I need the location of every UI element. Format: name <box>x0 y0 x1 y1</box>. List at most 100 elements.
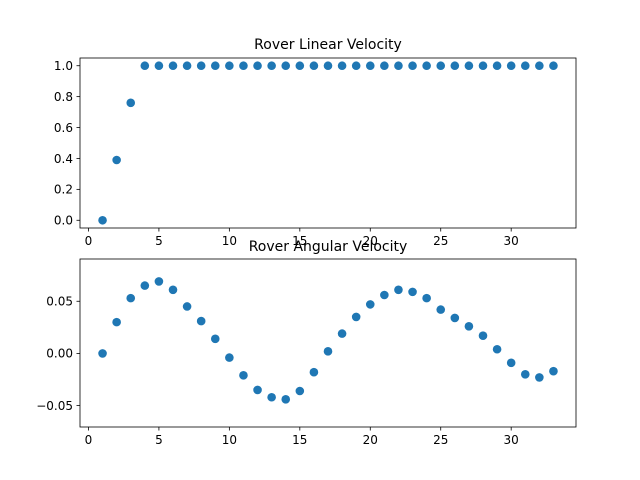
x-tick-label: 30 <box>504 433 519 447</box>
data-point <box>98 349 107 358</box>
data-point <box>182 61 192 71</box>
x-tick-label: 10 <box>222 234 237 248</box>
axes-frame <box>79 57 577 229</box>
y-tick-label: 0.0 <box>54 214 73 228</box>
subplot-linear-velocity: 0 5 10 15 20 25 30 0.0 0.2 0.4 0.6 0.8 1.0 Rover Li… <box>54 37 577 248</box>
x-tick-label: 20 <box>363 234 378 248</box>
data-point <box>140 281 150 290</box>
data-point <box>267 392 276 402</box>
data-point <box>365 61 375 71</box>
data-point <box>380 61 389 71</box>
data-point <box>422 293 431 303</box>
data-point <box>154 61 164 71</box>
data-point <box>436 61 446 71</box>
data-point <box>239 61 248 71</box>
data-point <box>394 61 403 71</box>
data-point <box>140 61 150 71</box>
data-point <box>506 358 516 368</box>
data-point <box>98 215 107 225</box>
data-point <box>492 61 502 71</box>
data-point <box>225 61 234 71</box>
x-tick-label: 5 <box>155 234 163 248</box>
data-point <box>408 61 417 71</box>
data-point <box>422 61 431 71</box>
data-point <box>478 331 488 341</box>
data-point <box>450 61 460 71</box>
data-point <box>154 277 164 286</box>
data-point <box>450 313 460 323</box>
x-tick-label: 15 <box>292 234 307 248</box>
data-points <box>98 277 558 404</box>
data-point <box>323 347 333 356</box>
plot-area <box>80 259 576 427</box>
subplot-angular-velocity: 0 5 10 15 20 25 30 −0.05 0.00 0.05 Rover Angular… <box>36 239 577 447</box>
data-point <box>394 285 403 295</box>
y-tick-label: 0.2 <box>54 183 73 197</box>
y-tick-label: 0.6 <box>54 121 73 135</box>
data-point <box>535 61 544 71</box>
chart-title: Rover Angular Velocity <box>249 239 408 255</box>
data-point <box>225 353 234 362</box>
x-tick-label: 20 <box>363 433 378 447</box>
data-point <box>351 61 361 71</box>
y-tick-label: 1.0 <box>54 59 73 73</box>
data-point <box>239 371 248 380</box>
data-point <box>182 302 192 311</box>
data-point <box>549 61 558 71</box>
data-point <box>464 322 474 331</box>
data-point <box>436 305 446 314</box>
data-point <box>549 366 558 376</box>
x-tick-label: 15 <box>292 433 307 447</box>
data-point <box>253 385 262 395</box>
data-point <box>337 329 347 338</box>
y-tick-label: 0.4 <box>54 152 73 166</box>
data-point <box>520 370 530 379</box>
data-point <box>196 61 206 71</box>
x-axis-ticks: 0 5 10 15 20 25 30 <box>85 427 519 447</box>
y-tick-label: 0.00 <box>46 347 73 361</box>
data-point <box>295 61 305 71</box>
data-point <box>168 61 178 71</box>
x-tick-label: 0 <box>85 433 93 447</box>
x-tick-label: 5 <box>155 433 163 447</box>
x-tick-label: 10 <box>222 433 237 447</box>
data-point <box>506 61 516 71</box>
x-tick-label: 25 <box>433 433 448 447</box>
data-point <box>351 312 361 322</box>
data-point <box>168 285 178 295</box>
data-point <box>281 395 291 404</box>
data-point <box>520 61 530 71</box>
data-point <box>478 61 488 71</box>
y-tick-label: 0.8 <box>54 90 73 104</box>
axes-frame <box>79 258 577 428</box>
data-point <box>365 300 375 309</box>
data-point <box>281 61 291 71</box>
data-point <box>267 61 276 71</box>
x-tick-label: 30 <box>504 234 519 248</box>
data-point <box>210 334 220 344</box>
data-point <box>295 386 305 396</box>
data-point <box>126 293 136 303</box>
y-axis-ticks: 0.0 0.2 0.4 0.6 0.8 1.0 <box>54 59 80 228</box>
data-point <box>196 316 206 326</box>
y-tick-label: −0.05 <box>36 399 73 413</box>
chart-title: Rover Linear Velocity <box>254 37 402 53</box>
data-point <box>309 367 319 377</box>
data-point <box>380 290 389 300</box>
y-axis-ticks: −0.05 0.00 0.05 <box>36 295 80 413</box>
y-tick-label: 0.05 <box>46 295 73 309</box>
data-point <box>210 61 220 71</box>
data-points <box>98 61 558 225</box>
data-point <box>337 61 347 71</box>
plot-area <box>80 58 576 228</box>
x-axis-ticks: 0 5 10 15 20 25 30 <box>85 228 519 248</box>
data-point <box>253 61 262 71</box>
data-point <box>112 317 121 327</box>
data-point <box>112 155 121 165</box>
x-tick-label: 0 <box>85 234 93 248</box>
x-tick-label: 25 <box>433 234 448 248</box>
data-point <box>408 287 417 297</box>
data-point <box>535 373 544 382</box>
data-point <box>492 344 502 354</box>
